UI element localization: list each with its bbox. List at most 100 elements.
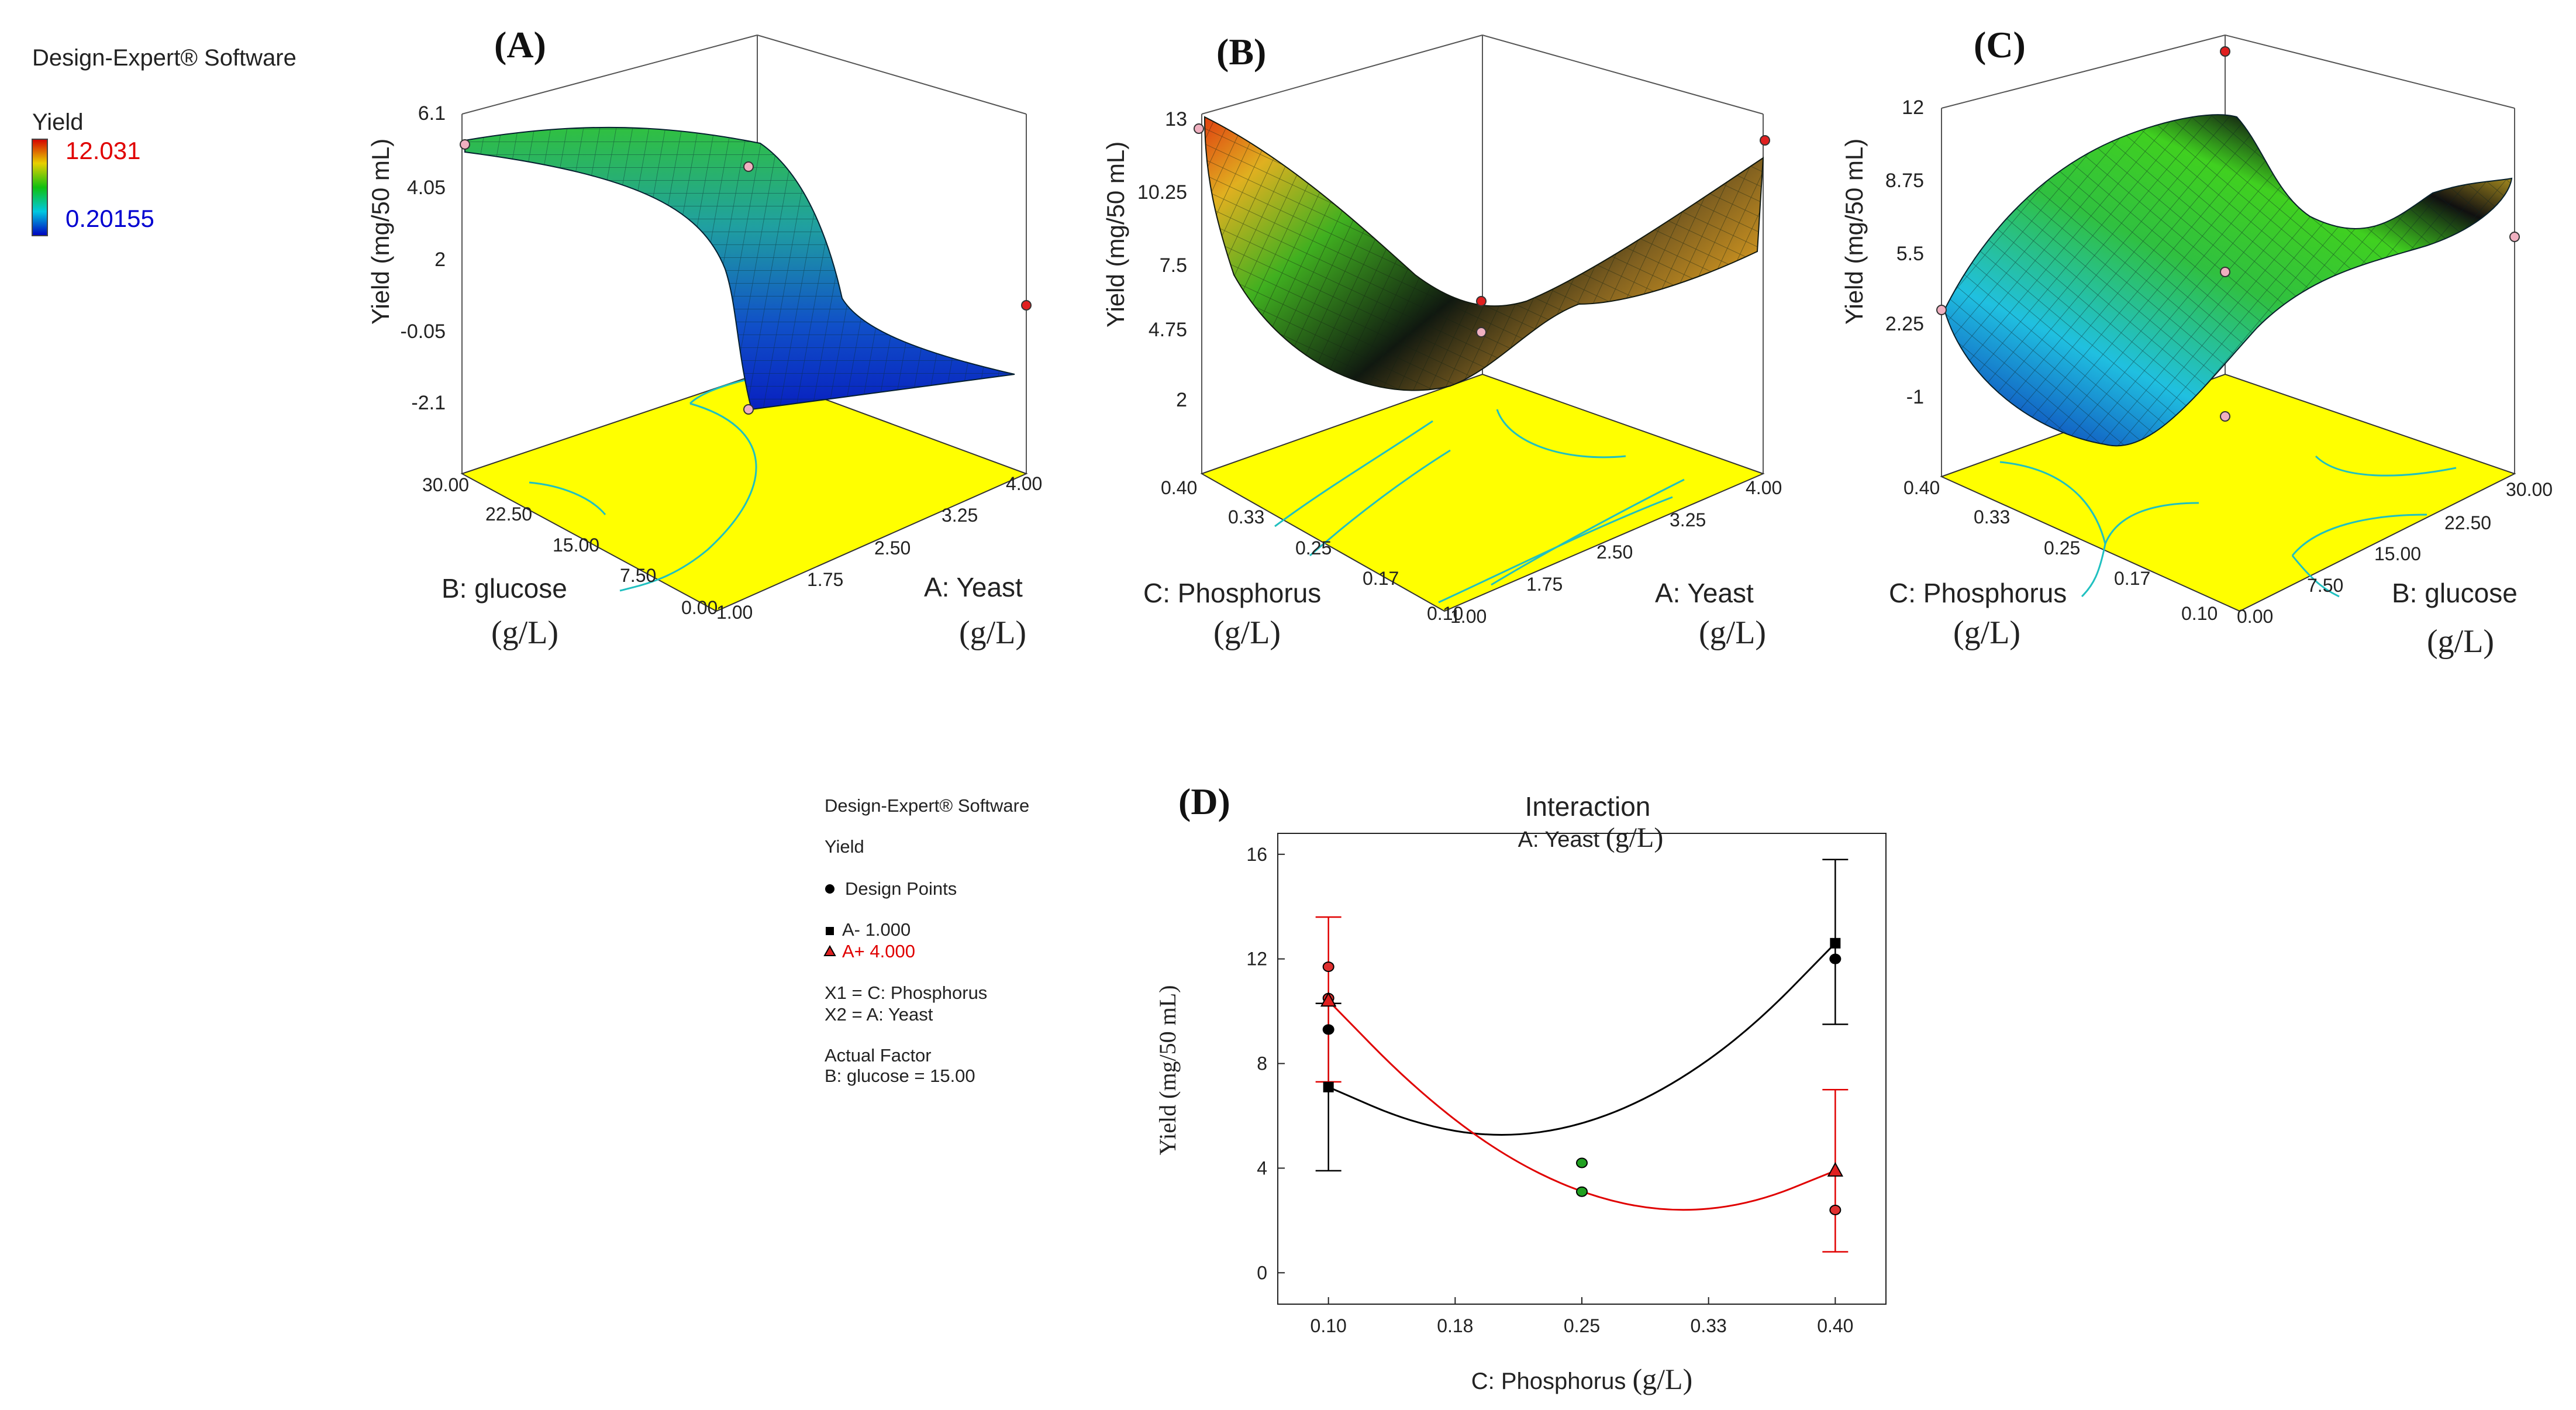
panel-c-x-tick: 0.00 xyxy=(2237,606,2273,627)
panel-b-y-tick: 0.25 xyxy=(1295,537,1332,559)
panel-c-x-tick: 15.00 xyxy=(2374,543,2421,564)
panel-c-design-point xyxy=(1936,305,1947,315)
panel-a-y-tick: 15.00 xyxy=(553,535,599,556)
panel-c-surface-mesh xyxy=(1944,115,2512,446)
panel-d-label: (D) xyxy=(1178,781,1230,822)
panel-a: (A) Yield (mg/50 mL) 6.1 4.05 2 xyxy=(367,24,1042,651)
panel-c-z-tick: -1 xyxy=(1906,386,1924,408)
panel-d-x-tick-label: 0.40 xyxy=(1817,1315,1853,1336)
software-label: Design-Expert® Software xyxy=(32,45,296,71)
panel-b-y-tick: 0.33 xyxy=(1228,506,1264,528)
panel-c-x-axis-unit: (g/L) xyxy=(2427,623,2494,660)
panel-b-z-tick: 2 xyxy=(1176,389,1187,411)
panel-d: (D) Interaction A: Yeast (g/L) 0 4 8 12 16 0… xyxy=(1154,781,1887,1395)
panel-a-z-tick: -0.05 xyxy=(401,320,446,343)
panel-b-y-tick: 0.40 xyxy=(1161,477,1197,498)
panel-b-x-axis-label: A: Yeast xyxy=(1655,578,1754,608)
legend-d-x1: X1 = C: Phosphorus xyxy=(825,982,987,1003)
panel-c-x-tick: 7.50 xyxy=(2307,575,2343,596)
panel-b-z-tick: 13 xyxy=(1165,108,1187,130)
panel-a-x-axis-label: A: Yeast xyxy=(924,572,1023,602)
panel-b-z-tick: 10.25 xyxy=(1137,181,1187,204)
panel-d-y-tick-label: 12 xyxy=(1246,949,1267,970)
panel-c-contour-lines xyxy=(1999,455,2457,598)
panel-d-x-tick-label: 0.25 xyxy=(1564,1315,1600,1336)
panel-b-y-tick: 0.17 xyxy=(1363,568,1399,589)
panel-d-series-marker xyxy=(1827,1161,1844,1177)
panel-b-y-tick: 0.10 xyxy=(1427,603,1463,624)
panel-d-y-tick-label: 4 xyxy=(1257,1157,1267,1178)
panel-a-x-tick: 1.00 xyxy=(716,602,753,623)
panel-d-x-axis-label: C: Phosphorus (g/L) xyxy=(1471,1363,1692,1395)
color-legend: Design-Expert® Software Yield 12.031 0.2… xyxy=(32,45,296,236)
panel-d-design-points xyxy=(1322,953,1842,1215)
panel-d-subtitle-unit: (g/L) xyxy=(1606,822,1664,853)
panel-d-plot-frame xyxy=(1277,833,1887,1305)
legend-max-value: 12.031 xyxy=(65,137,140,164)
panel-b: (B) Yield (mg/50 mL) 13 10.25 7.5 4.75 xyxy=(1102,31,1782,651)
panel-d-series-marker xyxy=(1320,992,1337,1007)
panel-a-z-tick: -2.1 xyxy=(411,392,446,414)
panel-b-design-point xyxy=(1476,327,1487,337)
panel-d-subtitle-text: A: Yeast xyxy=(1518,828,1600,852)
panel-d-design-point xyxy=(1829,953,1842,964)
panel-c-z-axis-label: Yield (mg/50 mL) xyxy=(1840,139,1868,325)
panel-d-design-point xyxy=(1576,1157,1588,1168)
panel-a-design-point xyxy=(743,404,754,415)
panel-c-y-tick: 0.10 xyxy=(2181,603,2218,624)
panel-b-surface-mesh xyxy=(1205,117,1763,391)
panel-c-design-point xyxy=(2220,411,2230,422)
panel-d-design-point xyxy=(1576,1186,1588,1197)
legend-d-actual-factor: B: glucose = 15.00 xyxy=(825,1066,975,1086)
panel-d-curves xyxy=(1327,942,1836,1211)
panel-b-contour-floor xyxy=(1200,373,1765,612)
panel-b-contour-lines xyxy=(1274,409,1685,604)
panel-b-z-tick: 7.5 xyxy=(1160,254,1187,277)
panel-a-x-tick: 4.00 xyxy=(1006,473,1042,494)
panel-c-x-ticks: 0.00 7.50 15.00 22.50 30.00 xyxy=(2237,479,2553,627)
panel-d-y-axis-label: Yield (mg/50 mL) xyxy=(1154,985,1181,1155)
panel-b-z-ticks: 13 10.25 7.5 4.75 2 xyxy=(1137,108,1187,411)
panel-c-x-axis-label: B: glucose xyxy=(2392,578,2518,608)
legend-d-design-points: Design Points xyxy=(845,878,957,899)
panel-b-design-point xyxy=(1760,135,1770,146)
panel-c: (C) Yield (mg/50 mL) 12 8.75 5.5 2.25 xyxy=(1840,24,2553,660)
panel-c-y-ticks: 0.40 0.33 0.25 0.17 0.10 xyxy=(1903,477,2218,624)
panel-c-design-point xyxy=(2220,267,2230,277)
panel-d-y-tick-label: 8 xyxy=(1257,1053,1267,1074)
panel-a-y-tick: 30.00 xyxy=(422,474,469,495)
panel-b-y-axis-unit: (g/L) xyxy=(1213,615,1281,651)
panel-a-y-axis-label: B: glucose xyxy=(442,573,567,604)
panel-a-x-axis-unit: (g/L) xyxy=(959,615,1026,651)
panel-a-z-tick: 4.05 xyxy=(407,177,446,199)
panel-a-z-ticks: 6.1 4.05 2 -0.05 -2.1 xyxy=(401,102,446,414)
panel-b-x-ticks: 1.00 1.75 2.50 3.25 4.00 xyxy=(1450,477,1782,627)
panel-d-title: Interaction xyxy=(1525,791,1651,822)
panel-d-subtitle: A: Yeast (g/L) xyxy=(1518,822,1664,853)
panel-b-design-point xyxy=(1194,123,1204,134)
panel-c-z-tick: 5.5 xyxy=(1896,243,1924,265)
panel-b-y-axis-label: C: Phosphorus xyxy=(1143,578,1321,608)
panel-c-y-axis-unit: (g/L) xyxy=(1953,615,2020,651)
panel-c-z-ticks: 12 8.75 5.5 2.25 -1 xyxy=(1885,96,1924,408)
legend-d-x2: X2 = A: Yeast xyxy=(825,1004,933,1025)
panel-a-y-tick: 0.00 xyxy=(681,597,718,618)
panel-b-x-tick: 3.25 xyxy=(1670,509,1706,530)
panel-a-surface-mesh xyxy=(465,127,1015,410)
panel-b-design-point xyxy=(1476,296,1487,306)
panel-c-y-axis-label: C: Phosphorus xyxy=(1889,578,2067,608)
panel-b-x-axis-unit: (g/L) xyxy=(1699,615,1766,651)
legend-d-software: Design-Expert® Software xyxy=(825,795,1029,816)
panel-b-label: (B) xyxy=(1216,31,1266,73)
panel-c-y-tick: 0.17 xyxy=(2114,568,2150,589)
panel-c-z-tick: 2.25 xyxy=(1885,313,1924,335)
panel-c-y-tick: 0.33 xyxy=(1974,506,2010,528)
panel-d-y-tick-label: 16 xyxy=(1246,844,1267,865)
panel-a-z-tick: 2 xyxy=(434,249,446,271)
panel-d-x-tick-label: 0.18 xyxy=(1437,1315,1473,1336)
panel-c-z-tick: 8.75 xyxy=(1885,170,1924,192)
panel-a-y-ticks: 30.00 22.50 15.00 7.50 0.00 xyxy=(422,474,718,618)
panel-a-y-tick: 7.50 xyxy=(620,565,656,586)
panel-a-z-axis-label: Yield (mg/50 mL) xyxy=(367,139,394,325)
panel-a-design-point xyxy=(743,161,754,172)
